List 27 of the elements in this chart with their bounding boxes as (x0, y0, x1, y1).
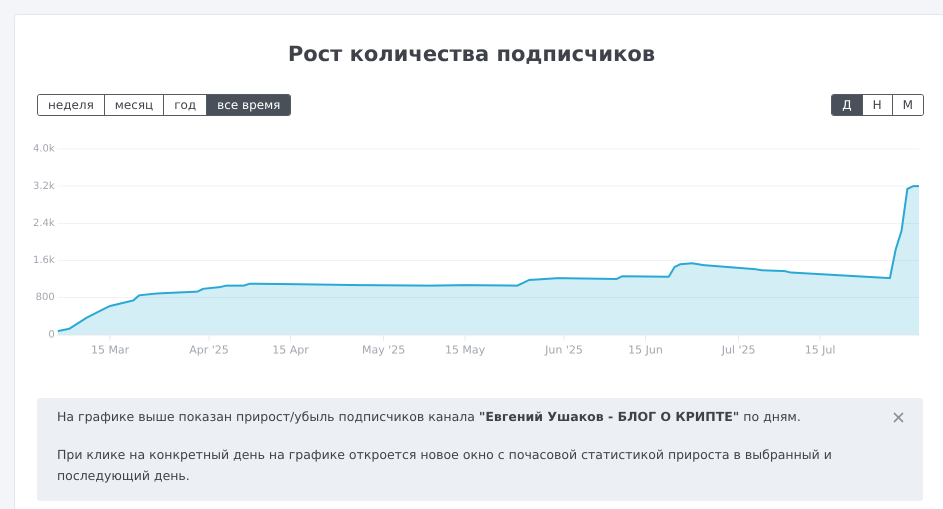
text: все время (207, 95, 290, 115)
x-tick-label: May '25 (362, 343, 406, 356)
x-tick-label: Jul '25 (720, 343, 756, 356)
text: год (164, 95, 208, 115)
y-tick-label: 800 (36, 292, 55, 304)
text: по дням. (742, 409, 801, 424)
x-tick-label: 15 Jul (804, 343, 836, 356)
chart-title: Рост количества подписчиков (286, 42, 656, 66)
x-tick-label: 15 Mar (90, 343, 130, 356)
y-tick-label: 1.6k (32, 255, 55, 266)
x-tick-label: Jun '25 (544, 343, 583, 356)
text: На графике выше показан прирост/убыль подписчиков канала (57, 409, 476, 424)
x-tick-label: Apr '25 (189, 343, 229, 356)
text: месяц (104, 95, 164, 115)
y-tick-label: 4.0k (32, 144, 55, 155)
y-tick-label: 2.4k (32, 218, 55, 229)
x-tick-label: 15 Apr (272, 343, 310, 356)
text: неделя (38, 95, 105, 115)
y-tick-label: 3.2k (32, 180, 55, 192)
text: Д (832, 95, 863, 115)
x-tick-label: 15 Jun (628, 343, 663, 356)
x-tick-label: 15 May (444, 343, 486, 356)
y-tick-label: 0 (48, 329, 55, 340)
text: Н (862, 95, 893, 115)
text: При клике на конкретный день на графике откроется новое окно с почасовой статистикой прироста в выбранный и последующий день. (57, 446, 833, 485)
text: М (892, 95, 923, 115)
text: "Евгений Ушаков - БЛОГ О КРИПТЕ" (478, 409, 740, 424)
